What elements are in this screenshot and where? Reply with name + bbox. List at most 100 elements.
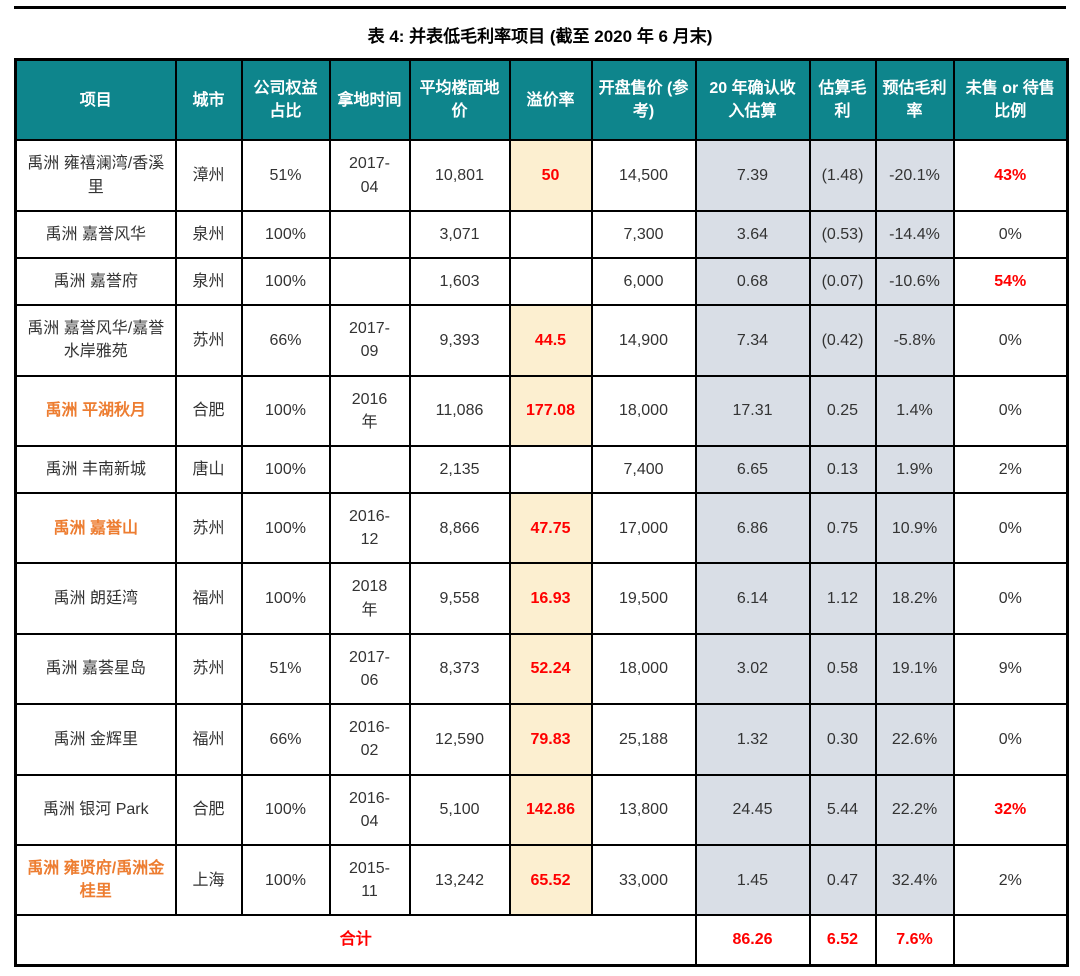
project-cell: 禹洲 嘉誉风华/嘉誉水岸雅苑 (14, 304, 177, 377)
table-row: 禹洲 朗廷湾 福州 100% 2018 年 9,558 16.93 19,500… (14, 562, 1069, 635)
opening-price-cell: 17,000 (590, 492, 697, 565)
floor-price-cell: 12,590 (408, 703, 511, 776)
premium-cell: 177.08 (508, 374, 593, 447)
opening-price-cell: 7,300 (590, 209, 697, 259)
total-gross-margin: 7.6% (874, 914, 955, 966)
city-cell: 福州 (174, 562, 243, 635)
col-header-gross-margin: 预估毛利率 (874, 58, 955, 142)
unsold-cell: 0% (952, 703, 1069, 776)
revenue-cell: 24.45 (694, 773, 811, 846)
land-date-cell: 2015-11 (328, 843, 411, 917)
revenue-cell: 1.45 (694, 843, 811, 917)
revenue-cell: 7.34 (694, 304, 811, 377)
city-cell: 合肥 (174, 374, 243, 447)
equity-cell: 100% (240, 256, 331, 307)
gross-profit-cell: 0.47 (808, 843, 877, 917)
floor-price-cell: 9,558 (408, 562, 511, 635)
low-margin-projects-table: 项目 城市 公司权益占比 拿地时间 平均楼面地价 溢价率 开盘售价 (参考) 2… (14, 58, 1069, 967)
total-unsold (952, 914, 1069, 966)
city-cell: 苏州 (174, 632, 243, 706)
floor-price-cell: 9,393 (408, 304, 511, 377)
revenue-cell: 7.39 (694, 139, 811, 212)
premium-cell: 16.93 (508, 562, 593, 635)
city-cell: 泉州 (174, 209, 243, 259)
land-date-cell: 2017-04 (328, 139, 411, 212)
project-cell: 禹洲 嘉誉山 (14, 492, 177, 565)
premium-cell: 65.52 (508, 843, 593, 917)
table-row: 禹洲 雍禧澜湾/香溪里 漳州 51% 2017-04 10,801 50 14,… (14, 139, 1069, 212)
col-header-equity: 公司权益占比 (240, 58, 331, 142)
total-row: 合计 86.26 6.52 7.6% (14, 914, 1069, 966)
equity-cell: 51% (240, 632, 331, 706)
table-header: 项目 城市 公司权益占比 拿地时间 平均楼面地价 溢价率 开盘售价 (参考) 2… (14, 58, 1069, 142)
gross-margin-cell: 32.4% (874, 843, 955, 917)
revenue-cell: 3.64 (694, 209, 811, 259)
project-cell: 禹洲 朗廷湾 (14, 562, 177, 635)
table-row: 禹洲 丰南新城 唐山 100% 2,135 7,400 6.65 0.13 1.… (14, 444, 1069, 495)
gross-margin-cell: 10.9% (874, 492, 955, 565)
opening-price-cell: 18,000 (590, 632, 697, 706)
land-date-cell (328, 256, 411, 307)
col-header-unsold: 未售 or 待售比例 (952, 58, 1069, 142)
table-row: 禹洲 嘉誉风华 泉州 100% 3,071 7,300 3.64 (0.53) … (14, 209, 1069, 259)
premium-cell: 79.83 (508, 703, 593, 776)
floor-price-cell: 10,801 (408, 139, 511, 212)
land-date-cell: 2016-12 (328, 492, 411, 565)
unsold-cell: 54% (952, 256, 1069, 307)
gross-margin-cell: 1.9% (874, 444, 955, 495)
equity-cell: 100% (240, 843, 331, 917)
land-date-cell: 2016-02 (328, 703, 411, 776)
revenue-cell: 6.86 (694, 492, 811, 565)
gross-profit-cell: (0.53) (808, 209, 877, 259)
gross-profit-cell: 1.12 (808, 562, 877, 635)
revenue-cell: 6.65 (694, 444, 811, 495)
unsold-cell: 9% (952, 632, 1069, 706)
col-header-premium: 溢价率 (508, 58, 593, 142)
premium-cell: 52.24 (508, 632, 593, 706)
table-title: 表 4: 并表低毛利率项目 (截至 2020 年 6 月末) (367, 27, 713, 46)
project-cell: 禹洲 金辉里 (14, 703, 177, 776)
project-cell: 禹洲 嘉荟星岛 (14, 632, 177, 706)
floor-price-cell: 1,603 (408, 256, 511, 307)
gross-profit-cell: (1.48) (808, 139, 877, 212)
unsold-cell: 32% (952, 773, 1069, 846)
table-body: 禹洲 雍禧澜湾/香溪里 漳州 51% 2017-04 10,801 50 14,… (14, 139, 1069, 966)
revenue-cell: 3.02 (694, 632, 811, 706)
premium-cell: 44.5 (508, 304, 593, 377)
gross-profit-cell: 0.58 (808, 632, 877, 706)
revenue-cell: 1.32 (694, 703, 811, 776)
table-row: 禹洲 嘉誉山 苏州 100% 2016-12 8,866 47.75 17,00… (14, 492, 1069, 565)
col-header-gross-profit: 估算毛利 (808, 58, 877, 142)
land-date-cell: 2017-06 (328, 632, 411, 706)
opening-price-cell: 25,188 (590, 703, 697, 776)
project-cell: 禹洲 嘉誉府 (14, 256, 177, 307)
equity-cell: 100% (240, 773, 331, 846)
table-row: 禹洲 嘉誉府 泉州 100% 1,603 6,000 0.68 (0.07) -… (14, 256, 1069, 307)
city-cell: 唐山 (174, 444, 243, 495)
gross-margin-cell: 22.6% (874, 703, 955, 776)
floor-price-cell: 3,071 (408, 209, 511, 259)
city-cell: 福州 (174, 703, 243, 776)
premium-cell (508, 256, 593, 307)
land-date-cell: 2016 年 (328, 374, 411, 447)
gross-profit-cell: (0.42) (808, 304, 877, 377)
table-row: 禹洲 金辉里 福州 66% 2016-02 12,590 79.83 25,18… (14, 703, 1069, 776)
equity-cell: 100% (240, 209, 331, 259)
equity-cell: 100% (240, 374, 331, 447)
land-date-cell: 2018 年 (328, 562, 411, 635)
gross-margin-cell: -10.6% (874, 256, 955, 307)
opening-price-cell: 7,400 (590, 444, 697, 495)
premium-cell (508, 209, 593, 259)
top-rule (14, 6, 1066, 9)
opening-price-cell: 6,000 (590, 256, 697, 307)
col-header-city: 城市 (174, 58, 243, 142)
equity-cell: 100% (240, 562, 331, 635)
unsold-cell: 0% (952, 304, 1069, 377)
table-row: 禹洲 平湖秋月 合肥 100% 2016 年 11,086 177.08 18,… (14, 374, 1069, 447)
land-date-cell: 2016-04 (328, 773, 411, 846)
table-row: 禹洲 雍贤府/禹洲金桂里 上海 100% 2015-11 13,242 65.5… (14, 843, 1069, 917)
project-cell: 禹洲 丰南新城 (14, 444, 177, 495)
col-header-revenue: 20 年确认收入估算 (694, 58, 811, 142)
equity-cell: 51% (240, 139, 331, 212)
